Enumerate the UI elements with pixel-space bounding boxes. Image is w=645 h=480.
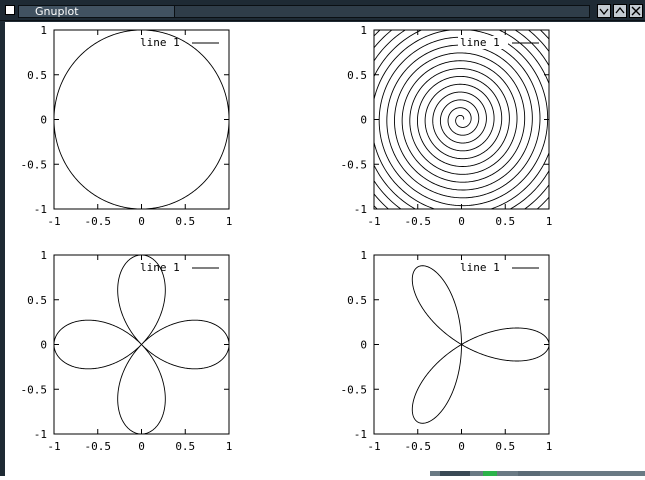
close-icon[interactable] xyxy=(629,4,643,18)
x-tick-label: 0.5 xyxy=(175,215,195,228)
y-tick-label: 0 xyxy=(360,339,367,352)
y-tick-label: 1 xyxy=(360,24,367,37)
x-tick-label: -1 xyxy=(367,440,380,453)
y-tick-label: 0.5 xyxy=(347,294,367,307)
series-line xyxy=(54,30,229,209)
title-bar[interactable]: Gnuplot xyxy=(0,0,645,21)
x-tick-label: -0.5 xyxy=(85,440,112,453)
window-menu-icon[interactable] xyxy=(5,5,15,15)
y-tick-label: -1 xyxy=(354,203,367,216)
y-tick-label: 0.5 xyxy=(347,69,367,82)
plot-panel: -1 -0.5 0 0.5 1 1 0.5 0 -0.5 -1 line 1 xyxy=(341,24,553,228)
window-border xyxy=(0,21,5,476)
y-tick-label: -1 xyxy=(34,203,47,216)
taskbar-item-active[interactable] xyxy=(483,471,497,476)
y-tick-label: -0.5 xyxy=(21,383,48,396)
y-tick-label: 1 xyxy=(40,249,47,262)
maximize-icon[interactable] xyxy=(613,4,627,18)
plot-panel: -1 -0.5 0 0.5 1 1 0.5 0 -0.5 -1 line 1 xyxy=(341,249,553,453)
x-tick-label: 0 xyxy=(458,215,465,228)
x-tick-label: -1 xyxy=(47,215,60,228)
series-line xyxy=(54,255,229,434)
x-tick-label: -1 xyxy=(367,215,380,228)
legend-background xyxy=(458,36,508,49)
x-tick-label: -0.5 xyxy=(85,215,112,228)
title-tab-strip: Gnuplot xyxy=(18,5,590,18)
plot-panel: -1 -0.5 0 0.5 1 1 0.5 0 -0.5 -1 line 1 xyxy=(21,249,233,453)
x-tick-label: 1 xyxy=(226,215,233,228)
x-tick-label: 1 xyxy=(226,440,233,453)
taskbar-item[interactable] xyxy=(440,471,470,476)
gnuplot-multiplot: -1 -0.5 0 0.5 1 1 0.5 0 -0.5 -1 line 1 -1 -0.5 0 0.5 1 1… xyxy=(21,24,553,453)
y-tick-label: 1 xyxy=(40,24,47,37)
x-tick-label: 0 xyxy=(138,215,145,228)
x-tick-label: 0.5 xyxy=(175,440,195,453)
y-tick-label: 0 xyxy=(40,114,47,127)
x-tick-label: -0.5 xyxy=(405,215,432,228)
x-tick-label: -1 xyxy=(47,440,60,453)
y-tick-label: -0.5 xyxy=(21,158,48,171)
window-title: Gnuplot xyxy=(35,5,79,18)
y-tick-label: 1 xyxy=(360,249,367,262)
plot-border xyxy=(53,29,230,210)
plot-canvas: -1 -0.5 0 0.5 1 1 0.5 0 -0.5 -1 line 1 -1 -0.5 0 0.5 1 1… xyxy=(5,22,645,476)
y-tick-label: -1 xyxy=(34,428,47,441)
legend-label: line 1 xyxy=(140,36,180,49)
plot-panel: -1 -0.5 0 0.5 1 1 0.5 0 -0.5 -1 line 1 xyxy=(21,24,233,228)
x-tick-label: 0 xyxy=(458,440,465,453)
minimize-icon[interactable] xyxy=(597,4,611,18)
title-tab[interactable]: Gnuplot xyxy=(19,5,175,18)
series-line xyxy=(411,265,549,424)
x-tick-label: 0.5 xyxy=(495,215,515,228)
y-tick-label: -0.5 xyxy=(341,383,368,396)
y-tick-label: 0.5 xyxy=(27,294,47,307)
y-tick-label: -0.5 xyxy=(341,158,368,171)
y-tick-label: -1 xyxy=(354,428,367,441)
legend-label: line 1 xyxy=(140,261,180,274)
x-tick-label: -0.5 xyxy=(405,440,432,453)
y-tick-label: 0.5 xyxy=(27,69,47,82)
y-tick-label: 0 xyxy=(40,339,47,352)
x-tick-label: 0 xyxy=(138,440,145,453)
series-line xyxy=(374,30,549,209)
y-tick-label: 0 xyxy=(360,114,367,127)
x-tick-label: 0.5 xyxy=(495,440,515,453)
legend-label: line 1 xyxy=(460,36,500,49)
taskbar-item[interactable] xyxy=(518,471,540,476)
legend-label: line 1 xyxy=(460,261,500,274)
x-tick-label: 1 xyxy=(546,215,553,228)
x-tick-label: 1 xyxy=(546,440,553,453)
